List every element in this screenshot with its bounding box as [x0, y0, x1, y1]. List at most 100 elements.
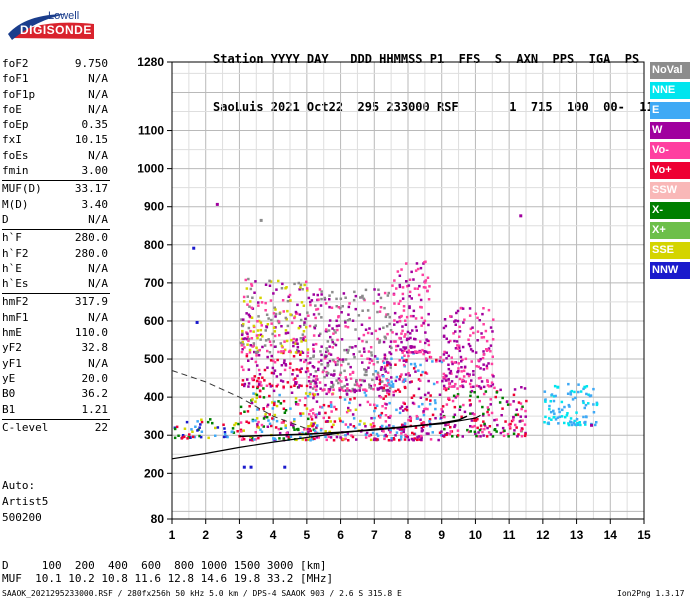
- echo-point: [382, 361, 386, 365]
- echo-point: [345, 378, 348, 382]
- echo-point: [373, 416, 376, 420]
- echo-point: [429, 425, 432, 428]
- echo-point: [319, 387, 322, 390]
- echo-point: [241, 332, 244, 335]
- echo-point: [431, 360, 434, 363]
- echo-point: [324, 329, 328, 333]
- echo-point: [245, 312, 248, 315]
- echo-point: [440, 416, 443, 419]
- echo-point: [314, 416, 318, 419]
- echo-point: [331, 346, 334, 349]
- echo-point: [471, 425, 474, 429]
- echo-point: [315, 308, 318, 311]
- echo-point: [403, 424, 406, 427]
- echo-point: [519, 402, 523, 405]
- echo-point: [256, 329, 260, 332]
- echo-point: [347, 406, 350, 410]
- echo-point: [286, 309, 289, 313]
- echo-point: [577, 383, 580, 386]
- echo-point: [457, 344, 461, 347]
- echo-point: [302, 338, 305, 342]
- echo-point: [239, 405, 243, 409]
- echo-point: [409, 419, 412, 423]
- echo-point: [414, 426, 418, 429]
- echo-point: [566, 392, 570, 395]
- echo-point: [295, 339, 298, 343]
- echo-point: [292, 337, 295, 341]
- echo-point: [478, 399, 481, 403]
- echo-point: [189, 436, 192, 439]
- echo-point: [249, 287, 253, 291]
- echo-point: [370, 425, 374, 429]
- echo-point: [293, 384, 296, 387]
- echo-point: [357, 337, 361, 340]
- param-row-hes: h`Es N/A: [0, 276, 112, 291]
- echo-point: [382, 386, 386, 390]
- echo-point: [419, 350, 422, 354]
- param-label: foF1: [2, 72, 29, 86]
- echo-point: [309, 357, 312, 360]
- echo-point: [338, 373, 342, 376]
- echo-point: [340, 388, 343, 391]
- echo-point: [277, 279, 280, 283]
- echo-point: [382, 430, 385, 433]
- echo-point: [403, 438, 407, 441]
- echo-point: [401, 329, 404, 333]
- echo-point: [312, 347, 315, 351]
- echo-point: [317, 298, 320, 301]
- echo-point: [315, 413, 318, 416]
- echo-point: [299, 436, 302, 439]
- echo-point: [404, 373, 408, 376]
- param-row-d: D N/A: [0, 212, 112, 227]
- x-tick-label: 14: [604, 528, 618, 542]
- echo-point: [325, 392, 328, 396]
- echo-point: [473, 391, 476, 394]
- echo-point: [463, 318, 466, 321]
- echo-point: [313, 429, 317, 433]
- echo-point: [337, 306, 341, 309]
- echo-point: [420, 324, 423, 327]
- echo-point: [386, 294, 390, 297]
- echo-point: [256, 408, 259, 411]
- echo-point: [482, 307, 485, 310]
- echo-point: [240, 344, 243, 347]
- echo-point: [463, 365, 467, 369]
- echo-point: [363, 379, 366, 383]
- echo-point: [298, 399, 302, 402]
- echo-point: [266, 366, 269, 369]
- echo-point: [315, 375, 318, 378]
- echo-point: [428, 285, 431, 288]
- echo-point: [334, 343, 338, 347]
- echo-point: [237, 422, 240, 426]
- echo-point: [279, 373, 282, 376]
- echo-point: [469, 385, 473, 389]
- echo-point: [282, 351, 285, 355]
- echo-point: [304, 392, 308, 395]
- echo-point: [569, 393, 573, 396]
- echo-point: [453, 339, 456, 343]
- echo-point: [273, 437, 277, 441]
- echo-point: [259, 218, 263, 222]
- echo-point: [493, 428, 496, 432]
- echo-point: [250, 306, 253, 310]
- echo-point: [502, 434, 506, 438]
- echo-point: [392, 393, 395, 397]
- echo-point: [294, 351, 298, 354]
- echo-point: [419, 305, 422, 309]
- echo-point: [483, 428, 486, 431]
- echo-point: [408, 290, 412, 294]
- echo-point: [513, 429, 516, 432]
- echo-point: [327, 435, 330, 438]
- echo-point: [455, 375, 458, 378]
- echo-point: [354, 345, 357, 348]
- echo-point: [568, 405, 571, 408]
- echo-point: [222, 435, 226, 439]
- echo-point: [412, 367, 416, 370]
- echo-point: [482, 368, 486, 371]
- echo-point: [340, 380, 343, 383]
- param-value: 317.9: [74, 295, 108, 309]
- echo-point: [320, 359, 323, 362]
- echo-point: [521, 405, 524, 408]
- echo-point: [257, 315, 260, 318]
- echo-point: [325, 350, 328, 354]
